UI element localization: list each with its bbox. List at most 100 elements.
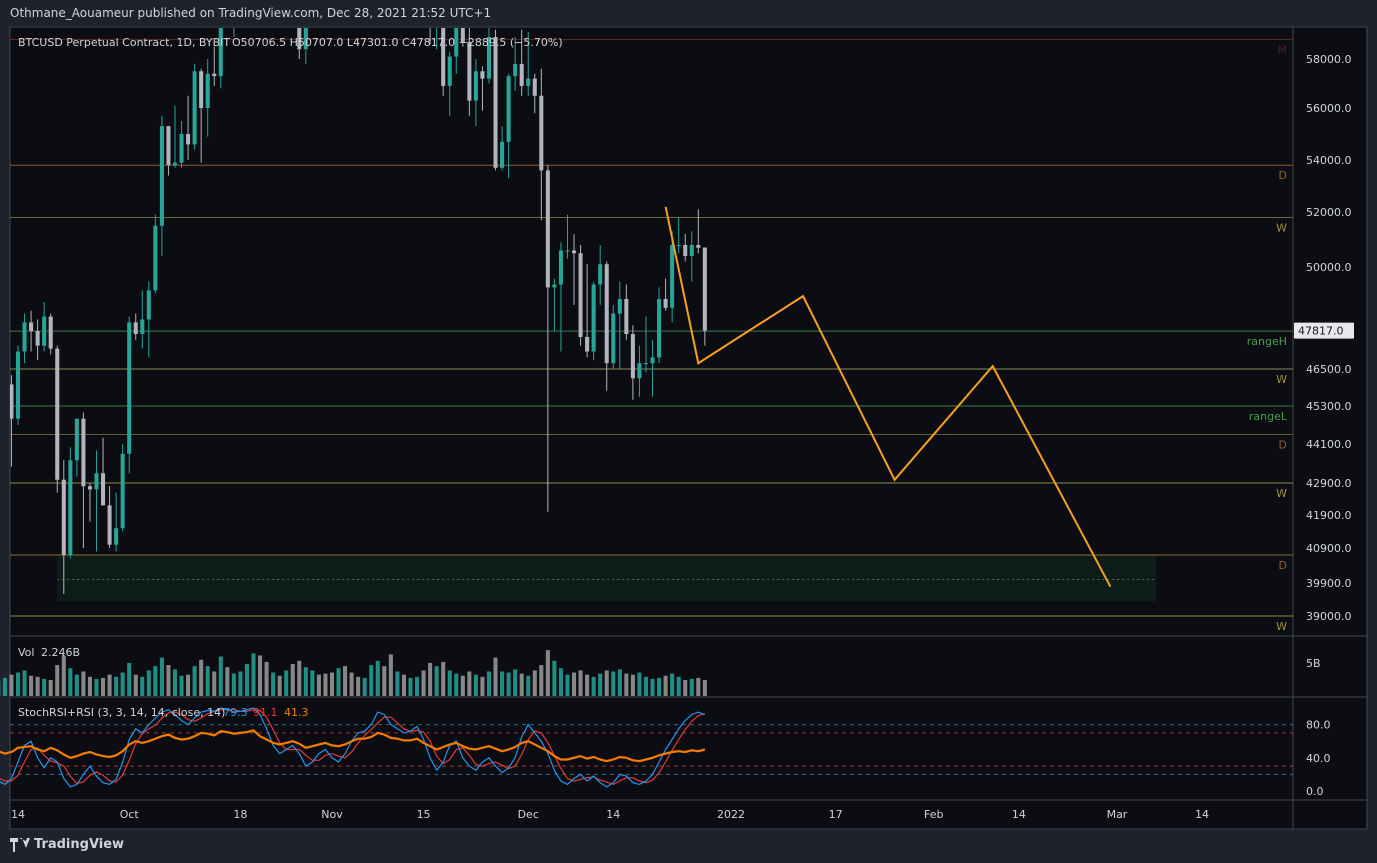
volume-bar (172, 669, 178, 696)
candle (238, 0, 242, 10)
candle-body (617, 299, 622, 314)
volume-bar (133, 674, 138, 696)
level-tag-W: W (1276, 620, 1287, 633)
volume-bar (9, 674, 14, 696)
candle-body (42, 316, 47, 346)
candle (87, 483, 92, 522)
candle (15, 345, 21, 425)
last-price-badge (1294, 322, 1354, 339)
volume-bar (460, 675, 465, 696)
volume-bar (637, 672, 642, 696)
candle (330, 0, 334, 22)
candle (532, 73, 537, 114)
volume-bar (604, 670, 609, 696)
volume-bar (284, 670, 289, 696)
price-tick-label: 39000.0 (1306, 610, 1352, 623)
volume-bar (127, 662, 132, 696)
candle (604, 261, 609, 391)
volume-bar (414, 676, 420, 696)
candle (140, 290, 145, 349)
volume-bar (408, 677, 413, 696)
candle-body (212, 73, 217, 77)
candle (460, 28, 465, 47)
candle-body (140, 319, 145, 335)
volume-bar (120, 672, 125, 696)
price-tick-label: 54000.0 (1306, 154, 1352, 167)
volume-bar (545, 650, 550, 696)
candle (212, 46, 217, 86)
volume-bar (101, 677, 106, 696)
volume-bar (526, 675, 531, 696)
candle (323, 0, 327, 22)
symbol-name: BTCUSD Perpetual Contract, 1D, BYBIT (18, 36, 230, 49)
volume-axis-label: 5B (1306, 657, 1321, 670)
time-tick-label: 17 (829, 808, 843, 821)
volume-bar (643, 676, 649, 696)
candle-body (179, 134, 184, 163)
candle (192, 63, 197, 150)
candle-body (598, 264, 603, 285)
candle (225, 0, 229, 5)
volume-bar (683, 680, 688, 696)
price-tick-label: 58000.0 (1306, 53, 1352, 66)
candle (343, 0, 347, 8)
candle-body (48, 316, 53, 349)
volume-bar (565, 674, 570, 696)
time-tick-label: 14 (1195, 808, 1209, 821)
volume-bar (107, 674, 112, 696)
candle (513, 36, 518, 91)
footer-brand: TradingView (34, 837, 125, 852)
candle (265, 0, 269, 10)
candle-body (591, 284, 596, 352)
candle (3, 369, 7, 422)
osc-tick-label: 0.0 (1306, 785, 1324, 798)
stochrsi-rsi-value: 41.3 (284, 706, 309, 719)
volume-bar (571, 672, 577, 696)
candle-body (22, 322, 27, 352)
publisher-line: Othmane_Aouameur published on TradingVie… (10, 6, 492, 20)
projection-path[interactable] (664, 206, 1112, 588)
candle (657, 287, 662, 364)
candle (526, 32, 531, 96)
candle (42, 301, 47, 352)
candle (10, 375, 14, 467)
volume-bar (558, 668, 563, 696)
candle (617, 281, 622, 369)
candle (663, 278, 668, 311)
candle-body (578, 253, 583, 337)
stochrsi-k-line (0, 707, 706, 788)
candle (539, 68, 544, 221)
time-tick-label: 2022 (717, 808, 745, 821)
candle-body (114, 528, 119, 545)
candle-body (604, 264, 609, 364)
candle-body (650, 357, 655, 364)
candle-body (15, 351, 21, 419)
candle-body (153, 225, 158, 291)
volume-bar (323, 673, 328, 696)
price-tick-label: 46500.0 (1306, 363, 1352, 376)
candle-body (630, 334, 635, 379)
volume-bar (493, 657, 498, 696)
candle (565, 214, 570, 259)
candle-body (454, 28, 459, 57)
candle (179, 121, 184, 168)
volume-bar (231, 673, 236, 696)
volume-bar (81, 671, 86, 696)
volume-bar (22, 670, 27, 696)
candle (291, 0, 295, 10)
volume-bar (676, 676, 681, 696)
candle (571, 234, 577, 305)
candle-body (435, 0, 439, 7)
candle (683, 234, 688, 262)
candle-body (87, 486, 92, 490)
volume-bar (225, 667, 230, 696)
volume-bar (447, 670, 452, 696)
candle (473, 59, 478, 127)
volume-bar (670, 673, 675, 696)
candle-body (120, 453, 125, 529)
candle (689, 231, 694, 282)
volume-bar (218, 656, 223, 696)
candle-body (192, 71, 197, 145)
candle (68, 447, 73, 559)
